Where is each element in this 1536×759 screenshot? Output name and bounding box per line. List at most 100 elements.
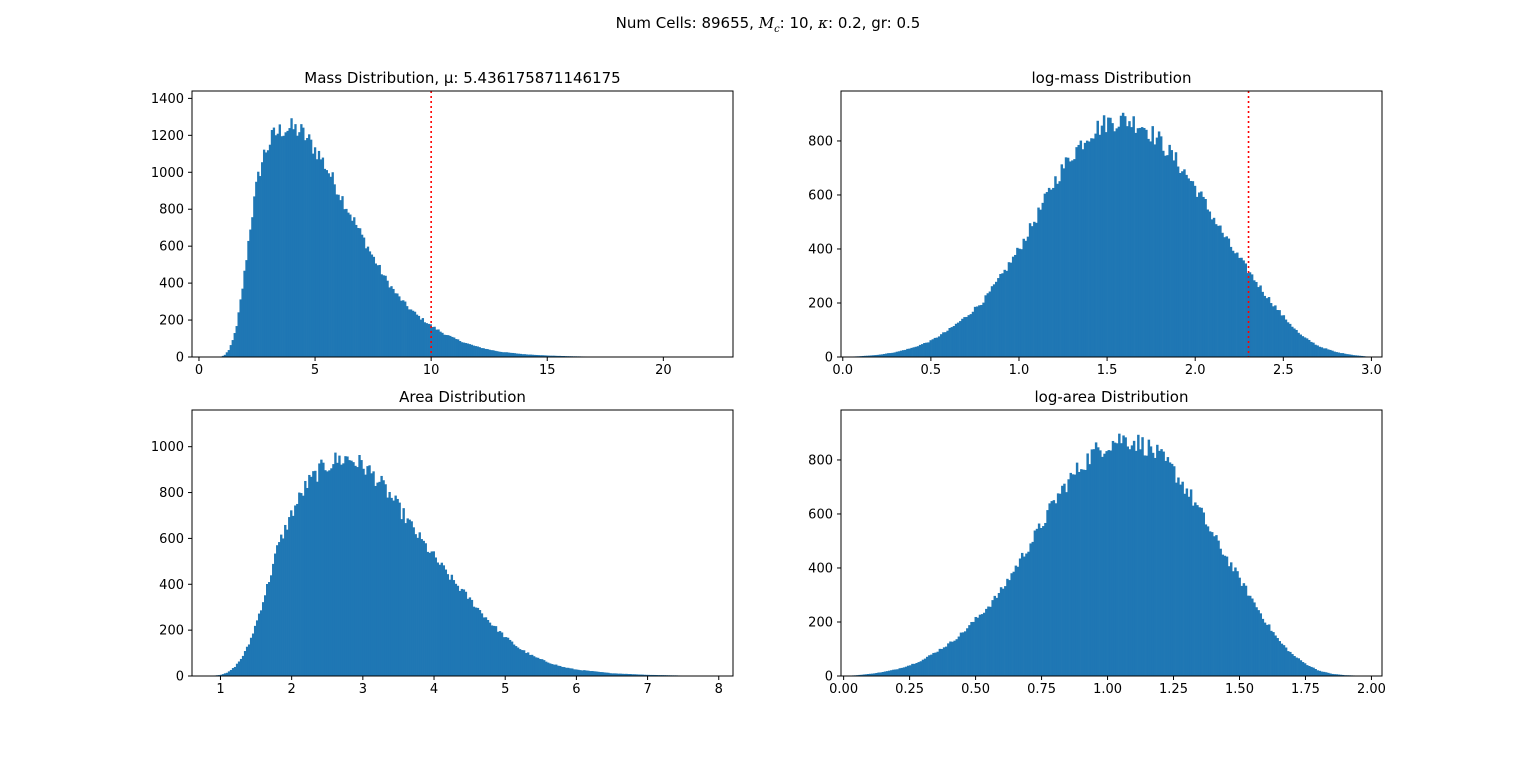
- histogram-bar: [1263, 622, 1267, 676]
- histogram-bar: [1210, 532, 1214, 676]
- histogram-bar: [1037, 207, 1040, 357]
- histogram-bar: [1253, 602, 1256, 676]
- histogram-bar: [464, 343, 468, 357]
- histogram-bar: [494, 626, 498, 676]
- histogram-bar: [866, 674, 870, 676]
- histogram-bar: [1289, 651, 1292, 676]
- histogram-bar: [416, 537, 419, 676]
- histogram-bar: [1204, 524, 1208, 676]
- histogram-bar: [300, 493, 303, 676]
- histogram-bar: [982, 612, 986, 676]
- histogram-bar: [454, 583, 458, 676]
- histogram-bar: [364, 474, 367, 676]
- histogram-bar: [233, 666, 237, 676]
- histogram-bar: [1088, 464, 1091, 676]
- suptitle-num-cells: 89655: [701, 14, 750, 32]
- histogram-bar: [462, 342, 466, 357]
- histogram-bar: [350, 460, 353, 676]
- histogram-bar: [429, 324, 432, 357]
- histogram-bar: [314, 470, 317, 676]
- histogram-bar: [235, 326, 238, 357]
- histogram-bar: [319, 159, 323, 357]
- histogram-bar: [394, 495, 397, 676]
- histogram-bar: [916, 346, 920, 357]
- histogram-bar: [470, 599, 474, 676]
- histogram-bar: [339, 200, 342, 357]
- histogram-bar: [879, 672, 882, 676]
- histogram-bar: [1244, 263, 1248, 357]
- histogram-bar: [298, 492, 301, 676]
- histogram-bar: [1240, 585, 1244, 676]
- histogram-bar: [1331, 350, 1334, 357]
- histogram-bar: [547, 355, 550, 357]
- histogram-bar: [931, 339, 935, 357]
- histogram-bar: [296, 503, 299, 676]
- histogram-bar: [968, 625, 971, 676]
- histogram-bar: [1310, 341, 1313, 357]
- histogram-bar: [1183, 493, 1187, 676]
- histogram-bar: [453, 337, 456, 357]
- histogram-bar: [362, 237, 366, 357]
- x-tick-label: 10: [423, 363, 440, 378]
- histogram-bar: [518, 649, 522, 676]
- histogram-bar: [413, 311, 417, 357]
- histogram-bar: [328, 470, 331, 676]
- histogram-bar: [930, 654, 933, 676]
- histogram-bar: [1107, 117, 1110, 357]
- axes-frame: [840, 409, 1383, 677]
- histogram-bar: [412, 527, 415, 676]
- histogram-bar: [997, 593, 1001, 676]
- histogram-bar: [613, 673, 616, 676]
- histogram-bar: [1325, 672, 1328, 676]
- histogram-bar: [449, 335, 452, 357]
- histogram-bar: [995, 281, 998, 357]
- histogram-bar: [557, 665, 560, 676]
- histogram-bar: [423, 322, 426, 357]
- histogram-bar: [1322, 671, 1326, 676]
- histogram-bar: [504, 637, 508, 676]
- histogram-bar: [986, 293, 990, 357]
- histogram-bar: [1174, 152, 1178, 357]
- histogram-bar: [1048, 503, 1051, 676]
- y-tick-label: 600: [808, 188, 833, 203]
- histogram-bar: [864, 674, 868, 676]
- histogram-bar: [360, 460, 363, 676]
- histogram-bar: [1170, 150, 1173, 357]
- histogram-bar: [1240, 257, 1243, 357]
- x-tick-label: 1.0: [1009, 363, 1030, 378]
- histogram-bar: [253, 196, 256, 357]
- histogram-bar: [1111, 123, 1114, 358]
- histogram-bar: [639, 674, 642, 676]
- histogram-bar: [1113, 442, 1117, 676]
- histogram-bar: [1092, 449, 1096, 676]
- histogram-bar: [505, 352, 509, 357]
- histogram-bar: [963, 317, 966, 357]
- histogram-bar: [324, 470, 327, 676]
- histogram-bar: [887, 670, 891, 676]
- histogram-bar: [906, 665, 910, 676]
- y-tick-label: 800: [808, 453, 833, 468]
- histogram-bar: [1132, 440, 1136, 676]
- histogram-bar: [1020, 249, 1023, 357]
- histogram-bar: [1314, 669, 1317, 676]
- histogram-bar: [607, 672, 610, 676]
- histogram-bar: [563, 667, 566, 676]
- histogram-bar: [310, 139, 313, 357]
- x-tick-label: 2: [288, 682, 296, 697]
- histogram-bar: [1137, 434, 1140, 676]
- histogram-bar: [259, 610, 263, 676]
- histogram-bar: [419, 319, 423, 357]
- x-tick-label: 0.50: [961, 682, 990, 697]
- histogram-bar: [420, 539, 423, 676]
- histogram-bar: [294, 124, 297, 357]
- histogram-bar: [1229, 562, 1233, 676]
- histogram-bar: [1117, 126, 1121, 358]
- histogram-bar: [1122, 435, 1125, 676]
- histogram-bar: [432, 551, 435, 676]
- histogram-bar: [337, 194, 340, 357]
- histogram-bar: [553, 664, 556, 676]
- histogram-bar: [455, 339, 458, 357]
- histogram-bar: [422, 540, 425, 676]
- histogram-bar: [1227, 566, 1231, 676]
- histogram-bar: [936, 651, 939, 676]
